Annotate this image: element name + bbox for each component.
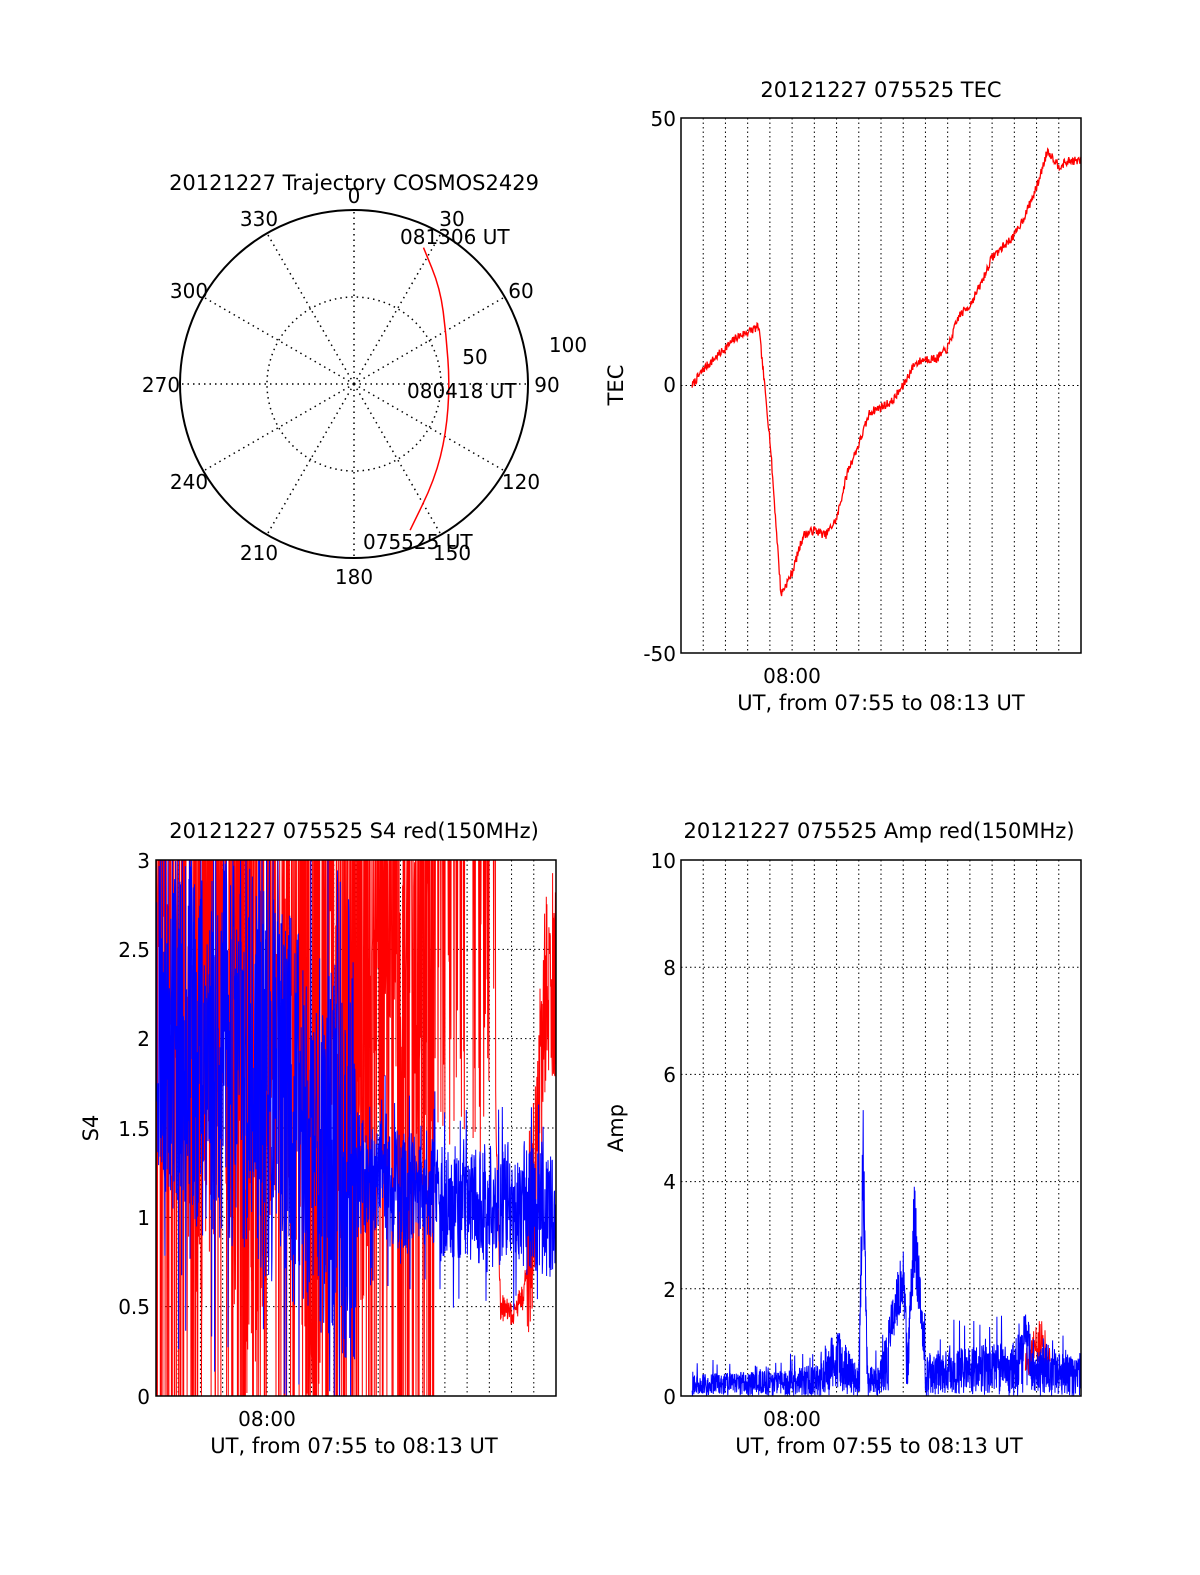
polar-grid <box>180 210 528 558</box>
polar-radius-label-100: 100 <box>549 333 587 357</box>
trajectory-series-red <box>409 247 450 531</box>
s4-ytick-1: 1 <box>137 1206 150 1230</box>
polar-spoke-300 <box>202 296 355 385</box>
polar-spoke-30 <box>353 232 442 385</box>
polar-az-label-120: 120 <box>502 470 540 494</box>
s4-ytick-1.5: 1.5 <box>118 1117 150 1141</box>
polar-az-label-30: 30 <box>439 207 464 231</box>
polar-az-label-90: 90 <box>534 373 559 397</box>
s4-plot-frame <box>155 859 557 1397</box>
polar-spoke-150 <box>353 383 442 536</box>
polar-spoke-120 <box>353 383 506 472</box>
trajectory-title: 20121227 Trajectory COSMOS2429 <box>169 171 539 195</box>
tec-plot-frame <box>680 117 1082 654</box>
amp-ylabel: Amp <box>604 1104 628 1152</box>
tec-grid <box>681 117 1081 654</box>
amp-ytick-4: 4 <box>663 1170 676 1194</box>
amp-xlabel: UT, from 07:55 to 08:13 UT <box>735 1434 1023 1458</box>
polar-az-label-300: 300 <box>170 279 208 303</box>
polar-radius-label-50: 50 <box>462 345 487 369</box>
trajectory-annotation-start: 075525 UT <box>363 530 473 554</box>
amp-ytick-0: 0 <box>663 1385 676 1409</box>
s4-ytick-2: 2 <box>137 1027 150 1051</box>
trajectory-annotation-end: 081306 UT <box>400 225 510 249</box>
s4-panel: 20121227 075525 S4 red(150MHz) 3 2.5 2 1… <box>79 819 557 1458</box>
polar-spoke-330 <box>266 232 355 385</box>
polar-az-label-150: 150 <box>433 541 471 565</box>
s4-ytick-0.5: 0.5 <box>118 1295 150 1319</box>
polar-azimuth-labels: 0 30 60 90 120 150 180 210 240 270 300 330 <box>142 184 560 589</box>
polar-az-label-240: 240 <box>170 470 208 494</box>
polar-az-label-180: 180 <box>335 565 373 589</box>
amp-ytick-10: 10 <box>651 849 676 873</box>
s4-ytick-2.5: 2.5 <box>118 938 150 962</box>
tec-ytick-0: 0 <box>663 373 676 397</box>
s4-series-blue <box>156 860 556 1396</box>
amp-title: 20121227 075525 Amp red(150MHz) <box>683 819 1074 843</box>
polar-az-label-60: 60 <box>508 279 533 303</box>
trajectory-panel: 20121227 Trajectory COSMOS2429 0 30 60 90 12… <box>142 171 587 589</box>
s4-series-group <box>156 860 556 1396</box>
trajectory-annotation-mid: 080418 UT <box>407 379 517 403</box>
tec-panel: 20121227 075525 TEC 50 0 -50 08:00 UT, f… <box>604 78 1082 715</box>
amp-grid <box>681 859 1081 1397</box>
amp-ytick-8: 8 <box>663 956 676 980</box>
polar-spoke-210 <box>266 383 355 536</box>
polar-az-label-330: 330 <box>240 207 278 231</box>
s4-ytick-0: 0 <box>137 1385 150 1409</box>
polar-outer-ring <box>179 209 529 559</box>
tec-xtick-0800: 08:00 <box>763 664 821 688</box>
tec-ytick-minus50: -50 <box>643 642 676 666</box>
s4-xtick-0800: 08:00 <box>238 1407 296 1431</box>
amp-ytick-2: 2 <box>663 1278 676 1302</box>
tec-ylabel: TEC <box>604 365 628 407</box>
s4-ylabel: S4 <box>79 1115 103 1142</box>
amp-series-blue <box>691 1110 1082 1397</box>
polar-az-label-0: 0 <box>348 184 361 208</box>
polar-spoke-240 <box>202 383 355 472</box>
tec-series-red <box>691 147 1082 597</box>
amp-ytick-6: 6 <box>663 1063 676 1087</box>
s4-ytick-3: 3 <box>137 849 150 873</box>
tec-xlabel: UT, from 07:55 to 08:13 UT <box>737 691 1025 715</box>
tec-title: 20121227 075525 TEC <box>760 78 1001 102</box>
amp-xtick-0800: 08:00 <box>763 1407 821 1431</box>
tec-ytick-50: 50 <box>651 107 676 131</box>
polar-spoke-60 <box>353 296 506 385</box>
s4-title: 20121227 075525 S4 red(150MHz) <box>169 819 539 843</box>
amp-series-group <box>691 1110 1082 1397</box>
s4-xlabel: UT, from 07:55 to 08:13 UT <box>210 1434 498 1458</box>
polar-az-label-210: 210 <box>240 541 278 565</box>
amp-panel: 20121227 075525 Amp red(150MHz) 10 8 6 4… <box>604 819 1082 1458</box>
polar-ring-50 <box>266 296 442 472</box>
polar-az-label-270: 270 <box>142 373 180 397</box>
amp-plot-frame <box>680 859 1082 1397</box>
